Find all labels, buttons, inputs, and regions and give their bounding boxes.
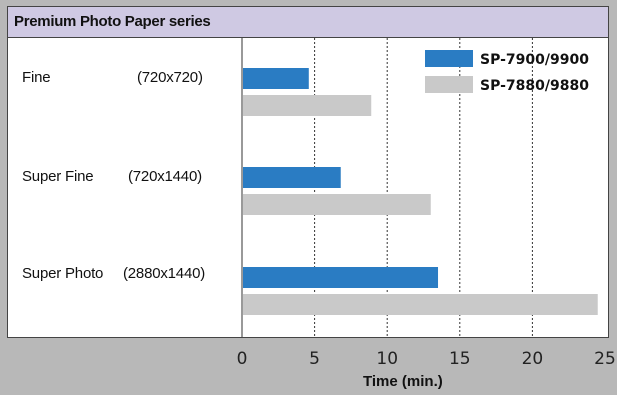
bar-sp-7900-9900-1 (243, 167, 341, 188)
x-axis-title: Time (min.) (363, 373, 443, 390)
x-tick-label: 15 (449, 349, 471, 369)
category-name: Super Photo (22, 265, 104, 282)
category-label-super-photo: Super Photo (2880x1440) (22, 265, 232, 282)
legend-swatch (425, 50, 473, 67)
legend-label: SP-7900/9900 (480, 52, 589, 68)
category-label-fine: Fine (720x720) (22, 69, 222, 86)
category-resolution: (2880x1440) (123, 265, 206, 282)
x-tick-label: 5 (309, 349, 320, 369)
bar-sp-7900-9900-0 (243, 68, 309, 89)
category-name: Fine (22, 69, 51, 86)
x-tick-label: 25 (594, 349, 616, 369)
bar-sp-7880-9880-2 (243, 294, 598, 315)
category-name: Super Fine (22, 168, 94, 185)
x-tick-label: 10 (376, 349, 398, 369)
legend-label: SP-7880/9880 (480, 78, 589, 94)
category-resolution: (720x1440) (128, 168, 202, 185)
chart-title: Premium Photo Paper series (8, 7, 608, 38)
x-tick-label: 0 (237, 349, 248, 369)
bar-sp-7900-9900-2 (243, 267, 439, 288)
legend-swatch (425, 76, 473, 93)
category-label-super-fine: Super Fine (720x1440) (22, 168, 222, 185)
category-resolution: (720x720) (137, 69, 203, 86)
x-tick-label: 20 (522, 349, 544, 369)
bar-sp-7880-9880-0 (243, 95, 372, 116)
bar-sp-7880-9880-1 (243, 194, 431, 215)
